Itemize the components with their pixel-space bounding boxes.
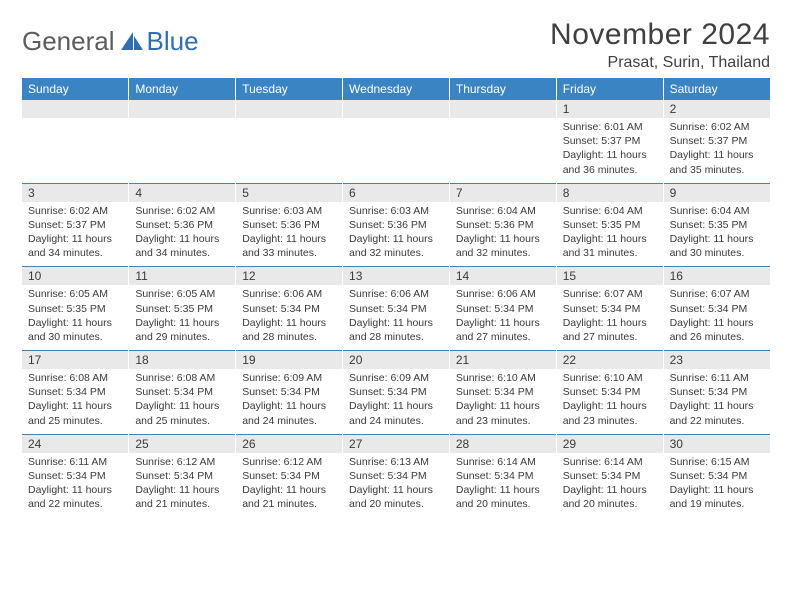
- day-details: Sunrise: 6:11 AM Sunset: 5:34 PM Dayligh…: [663, 369, 770, 434]
- day-number: 17: [22, 351, 129, 370]
- day-details: Sunrise: 6:02 AM Sunset: 5:37 PM Dayligh…: [663, 118, 770, 183]
- day-number: 7: [449, 183, 556, 202]
- calendar-body: 12Sunrise: 6:01 AM Sunset: 5:37 PM Dayli…: [22, 100, 770, 517]
- day-number: 21: [449, 351, 556, 370]
- day-number-row: 24252627282930: [22, 434, 770, 453]
- day-details: Sunrise: 6:01 AM Sunset: 5:37 PM Dayligh…: [556, 118, 663, 183]
- day-header: Wednesday: [343, 78, 450, 100]
- day-details: Sunrise: 6:14 AM Sunset: 5:34 PM Dayligh…: [449, 453, 556, 518]
- day-body-row: Sunrise: 6:01 AM Sunset: 5:37 PM Dayligh…: [22, 118, 770, 183]
- day-number: [129, 100, 236, 118]
- day-number-row: 3456789: [22, 183, 770, 202]
- day-header: Monday: [129, 78, 236, 100]
- day-details: [129, 118, 236, 183]
- day-number: 5: [236, 183, 343, 202]
- day-number: 26: [236, 434, 343, 453]
- day-number: 16: [663, 267, 770, 286]
- day-number: 13: [343, 267, 450, 286]
- day-number: 6: [343, 183, 450, 202]
- day-details: Sunrise: 6:11 AM Sunset: 5:34 PM Dayligh…: [22, 453, 129, 518]
- day-header: Friday: [556, 78, 663, 100]
- day-header: Saturday: [663, 78, 770, 100]
- brand-sail-icon: [119, 30, 145, 57]
- day-body-row: Sunrise: 6:02 AM Sunset: 5:37 PM Dayligh…: [22, 202, 770, 267]
- day-number: [343, 100, 450, 118]
- month-title: November 2024: [550, 18, 770, 52]
- day-details: [343, 118, 450, 183]
- day-details: Sunrise: 6:07 AM Sunset: 5:34 PM Dayligh…: [556, 285, 663, 350]
- day-details: Sunrise: 6:10 AM Sunset: 5:34 PM Dayligh…: [556, 369, 663, 434]
- day-number: 11: [129, 267, 236, 286]
- day-details: Sunrise: 6:03 AM Sunset: 5:36 PM Dayligh…: [236, 202, 343, 267]
- day-number: 22: [556, 351, 663, 370]
- day-details: Sunrise: 6:04 AM Sunset: 5:36 PM Dayligh…: [449, 202, 556, 267]
- day-number: 9: [663, 183, 770, 202]
- day-details: Sunrise: 6:09 AM Sunset: 5:34 PM Dayligh…: [343, 369, 450, 434]
- day-header: Sunday: [22, 78, 129, 100]
- day-number: [449, 100, 556, 118]
- day-number: 23: [663, 351, 770, 370]
- day-details: Sunrise: 6:12 AM Sunset: 5:34 PM Dayligh…: [129, 453, 236, 518]
- day-details: Sunrise: 6:03 AM Sunset: 5:36 PM Dayligh…: [343, 202, 450, 267]
- brand-text-general: General: [22, 26, 115, 57]
- day-number: 19: [236, 351, 343, 370]
- day-details: [236, 118, 343, 183]
- brand-text-blue: Blue: [147, 26, 199, 57]
- day-number: 15: [556, 267, 663, 286]
- day-number: 3: [22, 183, 129, 202]
- day-number: 27: [343, 434, 450, 453]
- day-details: Sunrise: 6:09 AM Sunset: 5:34 PM Dayligh…: [236, 369, 343, 434]
- brand-logo: General Blue: [22, 18, 199, 57]
- day-details: Sunrise: 6:08 AM Sunset: 5:34 PM Dayligh…: [22, 369, 129, 434]
- day-number: 29: [556, 434, 663, 453]
- day-number: 8: [556, 183, 663, 202]
- day-number: [22, 100, 129, 118]
- day-header: Tuesday: [236, 78, 343, 100]
- location-subtitle: Prasat, Surin, Thailand: [550, 54, 770, 72]
- day-number: 25: [129, 434, 236, 453]
- day-details: Sunrise: 6:02 AM Sunset: 5:37 PM Dayligh…: [22, 202, 129, 267]
- day-details: [449, 118, 556, 183]
- day-number: 14: [449, 267, 556, 286]
- day-details: Sunrise: 6:06 AM Sunset: 5:34 PM Dayligh…: [236, 285, 343, 350]
- day-details: Sunrise: 6:10 AM Sunset: 5:34 PM Dayligh…: [449, 369, 556, 434]
- day-details: Sunrise: 6:02 AM Sunset: 5:36 PM Dayligh…: [129, 202, 236, 267]
- day-details: Sunrise: 6:05 AM Sunset: 5:35 PM Dayligh…: [129, 285, 236, 350]
- day-number: 18: [129, 351, 236, 370]
- day-body-row: Sunrise: 6:11 AM Sunset: 5:34 PM Dayligh…: [22, 453, 770, 518]
- day-number: 4: [129, 183, 236, 202]
- day-number-row: 10111213141516: [22, 267, 770, 286]
- day-number-row: 12: [22, 100, 770, 118]
- day-number: 30: [663, 434, 770, 453]
- day-body-row: Sunrise: 6:05 AM Sunset: 5:35 PM Dayligh…: [22, 285, 770, 350]
- day-number: 12: [236, 267, 343, 286]
- day-number: [236, 100, 343, 118]
- day-details: Sunrise: 6:14 AM Sunset: 5:34 PM Dayligh…: [556, 453, 663, 518]
- day-number: 24: [22, 434, 129, 453]
- header: General Blue November 2024 Prasat, Surin…: [22, 18, 770, 72]
- day-number-row: 17181920212223: [22, 351, 770, 370]
- day-number: 10: [22, 267, 129, 286]
- day-number: 2: [663, 100, 770, 118]
- day-details: Sunrise: 6:07 AM Sunset: 5:34 PM Dayligh…: [663, 285, 770, 350]
- title-block: November 2024 Prasat, Surin, Thailand: [550, 18, 770, 72]
- day-number: 1: [556, 100, 663, 118]
- day-details: Sunrise: 6:04 AM Sunset: 5:35 PM Dayligh…: [556, 202, 663, 267]
- day-details: Sunrise: 6:15 AM Sunset: 5:34 PM Dayligh…: [663, 453, 770, 518]
- day-number: 20: [343, 351, 450, 370]
- day-number: 28: [449, 434, 556, 453]
- calendar-header-row: Sunday Monday Tuesday Wednesday Thursday…: [22, 78, 770, 100]
- day-header: Thursday: [449, 78, 556, 100]
- day-details: [22, 118, 129, 183]
- day-details: Sunrise: 6:06 AM Sunset: 5:34 PM Dayligh…: [343, 285, 450, 350]
- day-details: Sunrise: 6:12 AM Sunset: 5:34 PM Dayligh…: [236, 453, 343, 518]
- day-details: Sunrise: 6:06 AM Sunset: 5:34 PM Dayligh…: [449, 285, 556, 350]
- day-body-row: Sunrise: 6:08 AM Sunset: 5:34 PM Dayligh…: [22, 369, 770, 434]
- day-details: Sunrise: 6:08 AM Sunset: 5:34 PM Dayligh…: [129, 369, 236, 434]
- calendar-table: Sunday Monday Tuesday Wednesday Thursday…: [22, 78, 770, 517]
- day-details: Sunrise: 6:05 AM Sunset: 5:35 PM Dayligh…: [22, 285, 129, 350]
- day-details: Sunrise: 6:13 AM Sunset: 5:34 PM Dayligh…: [343, 453, 450, 518]
- day-details: Sunrise: 6:04 AM Sunset: 5:35 PM Dayligh…: [663, 202, 770, 267]
